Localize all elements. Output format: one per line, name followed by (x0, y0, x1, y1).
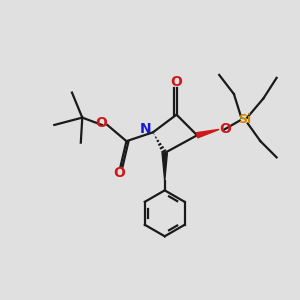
Text: O: O (95, 116, 107, 130)
Text: O: O (171, 75, 182, 89)
Text: Si: Si (238, 112, 251, 126)
Text: O: O (113, 166, 125, 180)
Polygon shape (196, 129, 219, 138)
Polygon shape (162, 153, 167, 181)
Text: O: O (220, 122, 232, 136)
Text: N: N (140, 122, 152, 136)
